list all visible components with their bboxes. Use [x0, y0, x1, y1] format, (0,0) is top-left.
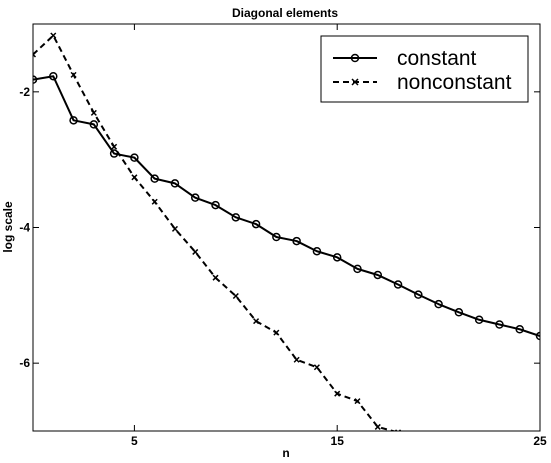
plot-area: 5 15 25 -2 -4 -6	[19, 23, 547, 448]
point-constant-20	[434, 299, 443, 309]
ticks-layer: 5 15 25 -2 -4 -6	[19, 24, 547, 448]
point-constant-3	[89, 120, 99, 129]
point-constant-21	[454, 308, 464, 317]
legend-box	[320, 35, 529, 103]
point-nonconstant-18	[395, 429, 402, 431]
point-constant-18	[393, 280, 403, 289]
point-constant-25	[535, 331, 540, 341]
y-tick-label-2: -6	[19, 356, 30, 370]
x-axis-label: n	[282, 446, 289, 460]
point-nonconstant-11	[253, 318, 260, 325]
point-nonconstant-14	[313, 364, 320, 371]
point-constant-23	[495, 320, 504, 329]
point-constant-11	[251, 219, 261, 229]
point-nonconstant-6	[151, 198, 158, 205]
point-nonconstant-3	[90, 109, 97, 116]
series-constant	[33, 71, 540, 341]
chart-title: Diagonal elements	[232, 6, 338, 20]
point-nonconstant-16	[354, 398, 361, 405]
point-nonconstant-17	[374, 423, 381, 430]
point-nonconstant-4	[111, 143, 118, 150]
point-nonconstant-0	[33, 51, 37, 58]
point-nonconstant-13	[293, 356, 300, 363]
point-constant-15	[332, 253, 342, 262]
point-nonconstant-2	[70, 71, 77, 78]
y-tick-label-1: -4	[19, 221, 30, 235]
x-tick-label-0: 5	[131, 434, 138, 448]
series-line-constant	[33, 75, 540, 337]
point-nonconstant-5	[131, 174, 138, 181]
point-constant-14	[312, 246, 322, 256]
point-constant-9	[211, 200, 220, 210]
legend-nonconstant-label: nonconstant	[397, 71, 512, 94]
point-nonconstant-7	[171, 225, 178, 232]
point-constant-5	[130, 153, 139, 162]
y-tick-label-0: -2	[19, 85, 30, 99]
point-nonconstant-8	[192, 248, 199, 255]
legend-constant-marker	[350, 53, 360, 63]
point-constant-24	[515, 325, 524, 334]
x-tick-label-2: 25	[533, 434, 547, 448]
y-axis-label: log scale	[1, 201, 15, 253]
point-constant-10	[231, 213, 241, 222]
point-constant-13	[292, 236, 301, 246]
point-constant-7	[170, 179, 180, 188]
point-constant-12	[272, 232, 281, 242]
point-constant-17	[373, 270, 383, 280]
point-constant-2	[69, 116, 78, 125]
point-constant-19	[414, 290, 423, 299]
point-nonconstant-10	[232, 292, 239, 300]
point-nonconstant-15	[334, 390, 341, 397]
legend: constant nonconstant	[320, 35, 529, 103]
legend-constant-label: constant	[397, 47, 477, 70]
point-nonconstant-1	[50, 32, 57, 39]
point-constant-22	[474, 315, 484, 325]
point-nonconstant-12	[273, 329, 280, 336]
legend-nonconstant-marker	[351, 78, 359, 86]
point-constant-8	[190, 193, 200, 202]
point-nonconstant-9	[212, 274, 219, 281]
x-tick-label-1: 15	[331, 434, 345, 448]
series-layer	[33, 32, 540, 431]
point-constant-6	[150, 174, 159, 183]
point-constant-1	[49, 71, 58, 81]
point-constant-0	[33, 75, 38, 84]
point-constant-16	[353, 264, 362, 274]
series-nonconstant	[33, 32, 402, 431]
